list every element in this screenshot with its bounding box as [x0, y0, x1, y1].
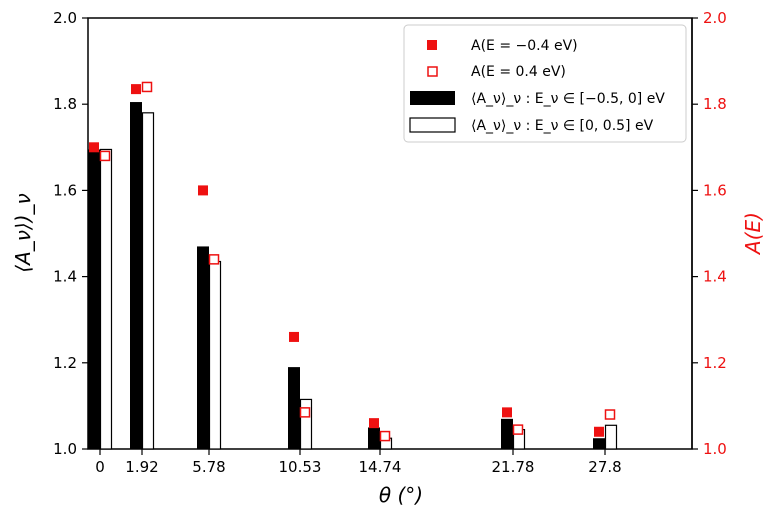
bar-filled-5 [501, 418, 513, 449]
right-tick-label-2: 1.4 [703, 268, 727, 286]
left-tick-label-3: 1.6 [53, 181, 77, 199]
bars-layer [88, 102, 618, 450]
bar-hollow-2 [208, 260, 222, 450]
legend-entry-marker-hollow: A(E = 0.4 eV) [471, 64, 566, 80]
x-axis-ticks: 0 1.92 5.78 10.53 14.74 21.78 27.8 [95, 449, 622, 476]
legend-marker-filled-icon [427, 40, 437, 50]
bar-filled-6 [593, 438, 605, 449]
left-tick-label-1: 1.2 [53, 354, 77, 372]
x-tick-label-0: 0 [95, 458, 105, 476]
bar-filled-0 [88, 149, 100, 449]
legend-entry-marker-filled: A(E = −0.4 eV) [471, 38, 578, 54]
marker-hollow-1 [141, 81, 153, 93]
marker-filled-6 [594, 426, 604, 437]
right-tick-label-0: 1.0 [703, 440, 727, 458]
bar-filled-2 [197, 246, 209, 449]
marker-filled-3 [289, 331, 299, 342]
marker-filled-2 [198, 185, 208, 196]
legend-marker-hollow-icon [427, 66, 438, 77]
marker-hollow-0 [99, 150, 111, 162]
x-tick-label-4: 14.74 [359, 458, 402, 476]
bar-hollow-0 [99, 148, 113, 450]
marker-filled-4 [369, 418, 379, 429]
marker-hollow-6 [604, 409, 616, 420]
x-tick-label-3: 10.53 [279, 458, 322, 476]
legend-entry-bar-hollow: ⟨A_ν⟩_ν : E_ν ∈ [0, 0.5] eV [471, 118, 654, 134]
left-tick-label-4: 1.8 [53, 95, 77, 113]
marker-hollow-5 [512, 424, 524, 435]
bar-filled-1 [130, 102, 142, 450]
bar-filled-3 [288, 367, 300, 449]
right-tick-label-1: 1.2 [703, 354, 727, 372]
x-tick-label-1: 1.92 [125, 458, 158, 476]
legend-bar-hollow-icon [409, 117, 456, 133]
bar-hollow-6 [604, 424, 618, 450]
right-tick-label-5: 2.0 [703, 9, 727, 27]
legend-box [403, 24, 687, 143]
bar-hollow-3 [299, 398, 313, 450]
legend: A(E = −0.4 eV) A(E = 0.4 eV) ⟨A_ν⟩_ν : E… [403, 24, 687, 143]
left-tick-label-0: 1.0 [53, 440, 77, 458]
bar-filled-4 [368, 427, 380, 449]
legend-entry-bar-filled: ⟨A_ν⟩_ν : E_ν ∈ [−0.5, 0] eV [471, 91, 665, 107]
marker-hollow-4 [379, 430, 391, 442]
markers-layer [89, 81, 616, 442]
bar-hollow-1 [141, 112, 155, 450]
right-tick-label-3: 1.6 [703, 181, 727, 199]
marker-filled-5 [502, 407, 512, 418]
marker-hollow-2 [208, 254, 220, 265]
legend-bar-filled-icon [410, 91, 455, 105]
x-tick-label-5: 21.78 [492, 458, 535, 476]
x-axis-label: θ (°) [379, 483, 423, 507]
right-tick-label-4: 1.8 [703, 95, 727, 113]
x-tick-label-6: 27.8 [588, 458, 621, 476]
x-tick-label-2: 5.78 [192, 458, 225, 476]
right-y-axis-label: A(E) [741, 212, 765, 256]
marker-filled-1 [131, 84, 141, 95]
left-y-axis-label: ⟨A_ν⟩)_ν [11, 193, 35, 272]
left-tick-label-5: 2.0 [53, 9, 77, 27]
left-tick-label-2: 1.4 [53, 268, 77, 286]
marker-hollow-3 [299, 407, 311, 418]
marker-filled-0 [89, 142, 99, 153]
right-axis-ticks: 1.0 1.2 1.4 1.6 1.8 2.0 [692, 9, 727, 458]
left-axis-ticks: 1.0 1.2 1.4 1.6 1.8 2.0 [53, 9, 88, 458]
